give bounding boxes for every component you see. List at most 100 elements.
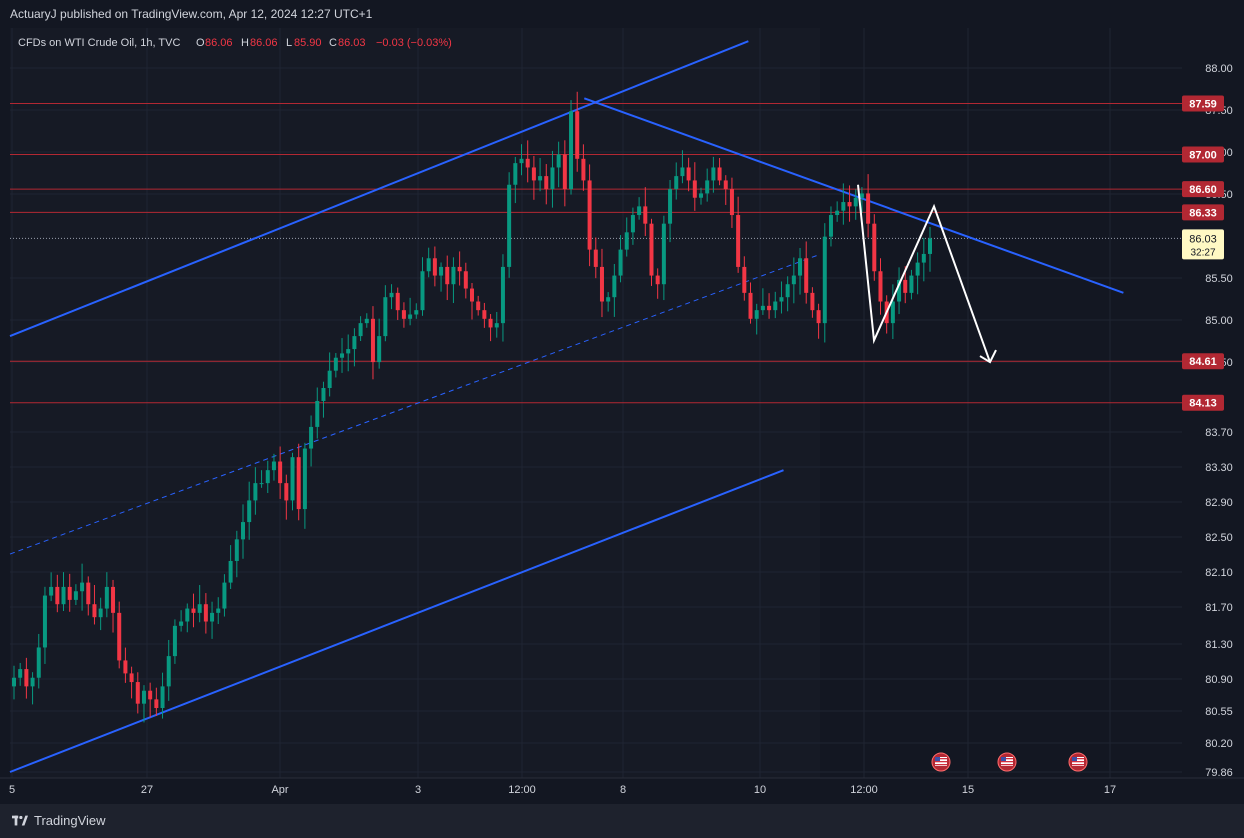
candle-body — [247, 500, 252, 523]
candle-body — [494, 323, 499, 328]
legend-h-label: H — [241, 37, 249, 49]
candle-body — [346, 349, 351, 354]
candle-body — [841, 202, 846, 211]
candle-body — [315, 400, 320, 427]
candle-body — [816, 310, 821, 324]
candle-body — [853, 197, 858, 207]
event-markers[interactable] — [931, 752, 1088, 772]
candle-body — [191, 608, 196, 613]
price-tick-label: 80.20 — [1205, 738, 1233, 750]
candle-body — [241, 522, 245, 540]
us-flag-icon[interactable] — [931, 752, 951, 772]
candle-body — [606, 297, 611, 302]
candle-body — [525, 158, 530, 168]
legend-h-value: 86.06 — [250, 37, 278, 49]
candle-body — [729, 189, 734, 216]
candle-body — [370, 318, 375, 363]
candle-body — [470, 288, 474, 302]
candle-body — [234, 539, 239, 561]
channel-lines[interactable] — [9, 40, 1124, 773]
time-axis[interactable]: 5 27 Apr 3 12:00 8 10 12:00 15 17 — [0, 777, 1244, 796]
projection-arrowhead — [979, 349, 997, 364]
candle-body — [773, 301, 778, 311]
candle-body — [711, 167, 716, 181]
candle-body — [897, 279, 902, 302]
price-level-label-bg — [1182, 181, 1224, 198]
candle-body — [222, 582, 227, 609]
candle-body — [810, 292, 815, 311]
projection-path[interactable] — [857, 184, 991, 363]
candle-body — [203, 604, 208, 622]
candle-body — [352, 336, 357, 350]
candle-body — [210, 612, 215, 622]
time-tick-label: 8 — [620, 784, 626, 796]
candle-body — [67, 586, 72, 600]
descending-resistance-line[interactable] — [583, 97, 1124, 294]
candle-body — [129, 673, 134, 683]
candle-body — [835, 210, 840, 216]
current-price-label-bg — [1182, 229, 1224, 260]
tradingview-logo[interactable]: TradingView — [12, 813, 106, 828]
price-chart[interactable]: 88.0087.5087.0086.5085.5085.0084.5083.70… — [0, 0, 1244, 804]
price-axis[interactable]: 88.0087.5087.0086.5085.5085.0084.5083.70… — [1182, 28, 1244, 804]
channel-upper-line[interactable] — [9, 40, 749, 338]
candle-body — [699, 193, 703, 198]
chart-header: ActuaryJ published on TradingView.com, A… — [0, 0, 1244, 28]
projection-drawing[interactable] — [857, 184, 997, 364]
candle-body — [302, 448, 307, 510]
candle-body — [544, 176, 549, 190]
us-flag-icon[interactable] — [1068, 752, 1088, 772]
time-tick-label: 27 — [141, 784, 153, 796]
price-tick-label: 85.50 — [1205, 273, 1233, 285]
candle-body — [86, 582, 91, 605]
channel-lower-line[interactable] — [9, 469, 784, 773]
candle-body — [12, 677, 16, 687]
price-level-label: 84.61 — [1189, 356, 1217, 368]
candle-body — [420, 271, 425, 311]
time-tick-label: 3 — [415, 784, 421, 796]
candle-body — [643, 206, 648, 224]
candle-body — [513, 163, 518, 185]
candle-body — [717, 167, 722, 181]
candle-body — [637, 206, 642, 216]
candle-body — [61, 586, 66, 605]
candle-body — [98, 608, 103, 618]
candle-body — [890, 301, 895, 324]
time-tick-label: 12:00 — [508, 784, 536, 796]
candle-body — [259, 483, 264, 485]
candle-body — [785, 284, 790, 298]
price-level-label: 84.13 — [1189, 398, 1217, 410]
price-tick-label: 82.50 — [1205, 532, 1233, 544]
candle-body — [928, 238, 932, 254]
candle-body — [321, 388, 326, 401]
candle-body — [141, 690, 146, 704]
candle-body — [686, 167, 691, 181]
candle-body — [692, 180, 697, 198]
candle-body — [179, 621, 184, 626]
candle-body — [822, 236, 827, 324]
price-level-label-bg — [1182, 353, 1224, 370]
candle-body — [661, 223, 666, 285]
us-flag-icon[interactable] — [997, 752, 1017, 772]
candle-body — [649, 223, 654, 276]
candle-body — [445, 266, 450, 285]
candle-body — [395, 292, 400, 311]
candle-body — [185, 608, 190, 622]
candle-body — [104, 586, 109, 609]
time-tick-label: 15 — [962, 784, 974, 796]
candle-body — [791, 275, 796, 285]
candle-body — [760, 305, 765, 311]
price-level-label-bg — [1182, 204, 1224, 221]
candle-body — [680, 167, 685, 177]
candle-body — [42, 595, 47, 648]
candle-body — [587, 180, 592, 250]
legend-l-value: 85.90 — [294, 37, 322, 49]
candle-body — [340, 353, 345, 358]
candle-body — [18, 669, 23, 678]
candle-body — [463, 271, 468, 289]
candle-body — [581, 158, 586, 181]
price-tick-label: 80.90 — [1205, 674, 1233, 686]
price-level-label: 86.33 — [1189, 207, 1217, 219]
candle-body — [148, 690, 153, 700]
candle-body — [117, 612, 122, 661]
